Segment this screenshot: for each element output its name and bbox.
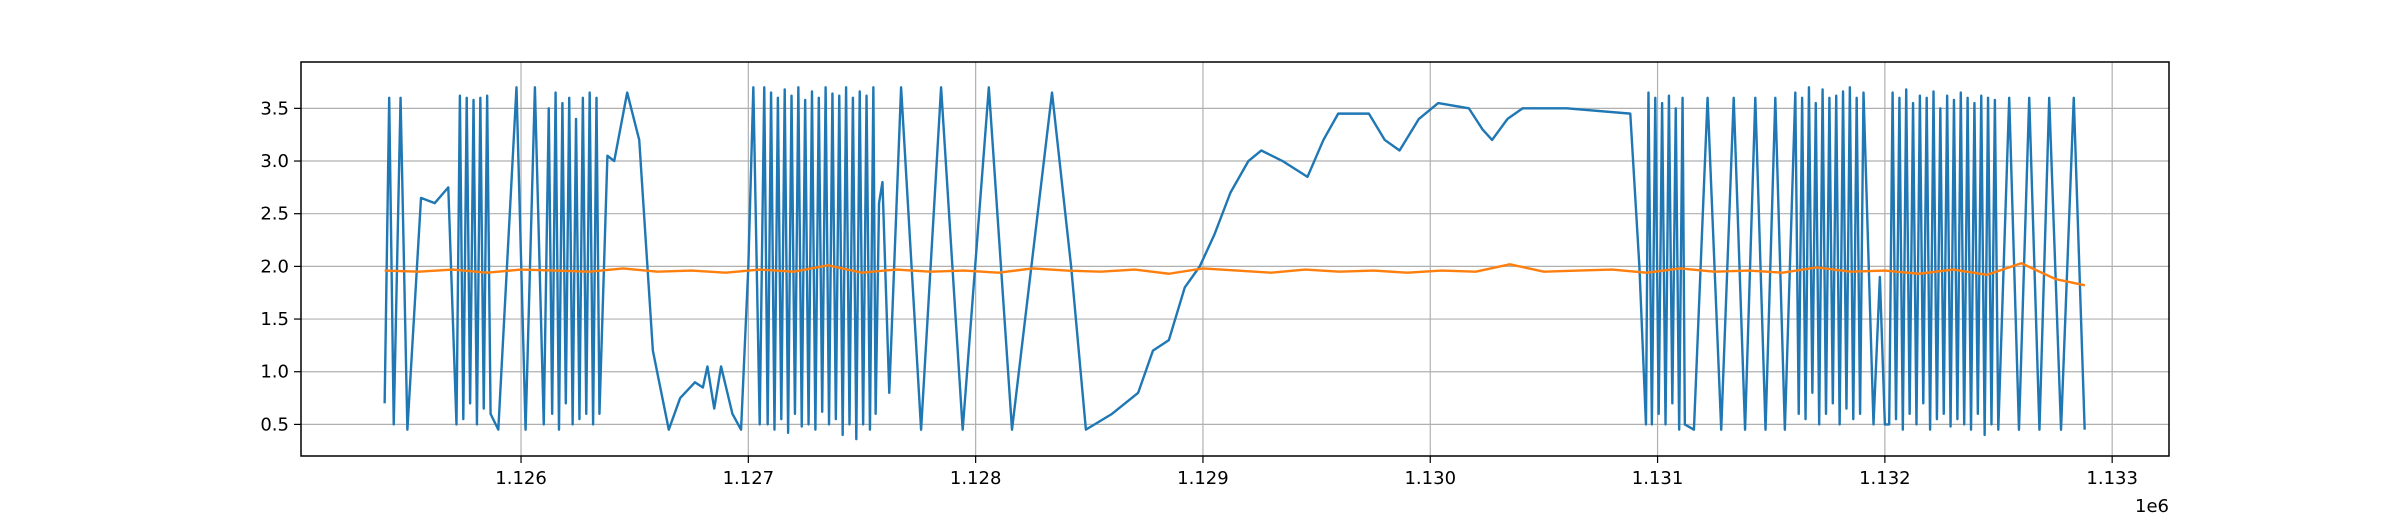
x-tick-label: 1.132 xyxy=(1859,468,1911,489)
x-tick-label: 1.127 xyxy=(723,468,775,489)
y-tick-label: 2.5 xyxy=(260,204,289,225)
y-tick-label: 3.0 xyxy=(260,151,289,172)
x-tick-label: 1.133 xyxy=(2086,468,2138,489)
x-tick-label: 1.128 xyxy=(950,468,1002,489)
x-tick-label: 1.130 xyxy=(1404,468,1456,489)
y-tick-label: 3.5 xyxy=(260,98,289,119)
y-tick-label: 2.0 xyxy=(260,256,289,277)
x-tick-label: 1.126 xyxy=(495,468,547,489)
series-line xyxy=(383,86,2086,441)
x-offset-label: 1e6 xyxy=(2135,496,2169,517)
plot-area xyxy=(383,86,2086,441)
ticks: 1.126 1.127 1.128 1.129 1.130 1.131 1.132 1.133… xyxy=(260,98,2138,489)
y-tick-label: 0.5 xyxy=(260,414,289,435)
axes-frame xyxy=(300,61,2170,457)
x-tick-label: 1.131 xyxy=(1632,468,1684,489)
y-tick-label: 1.5 xyxy=(260,309,289,330)
x-tick-label: 1.129 xyxy=(1177,468,1229,489)
y-tick-label: 1.0 xyxy=(260,362,289,383)
series-line xyxy=(384,262,2086,287)
